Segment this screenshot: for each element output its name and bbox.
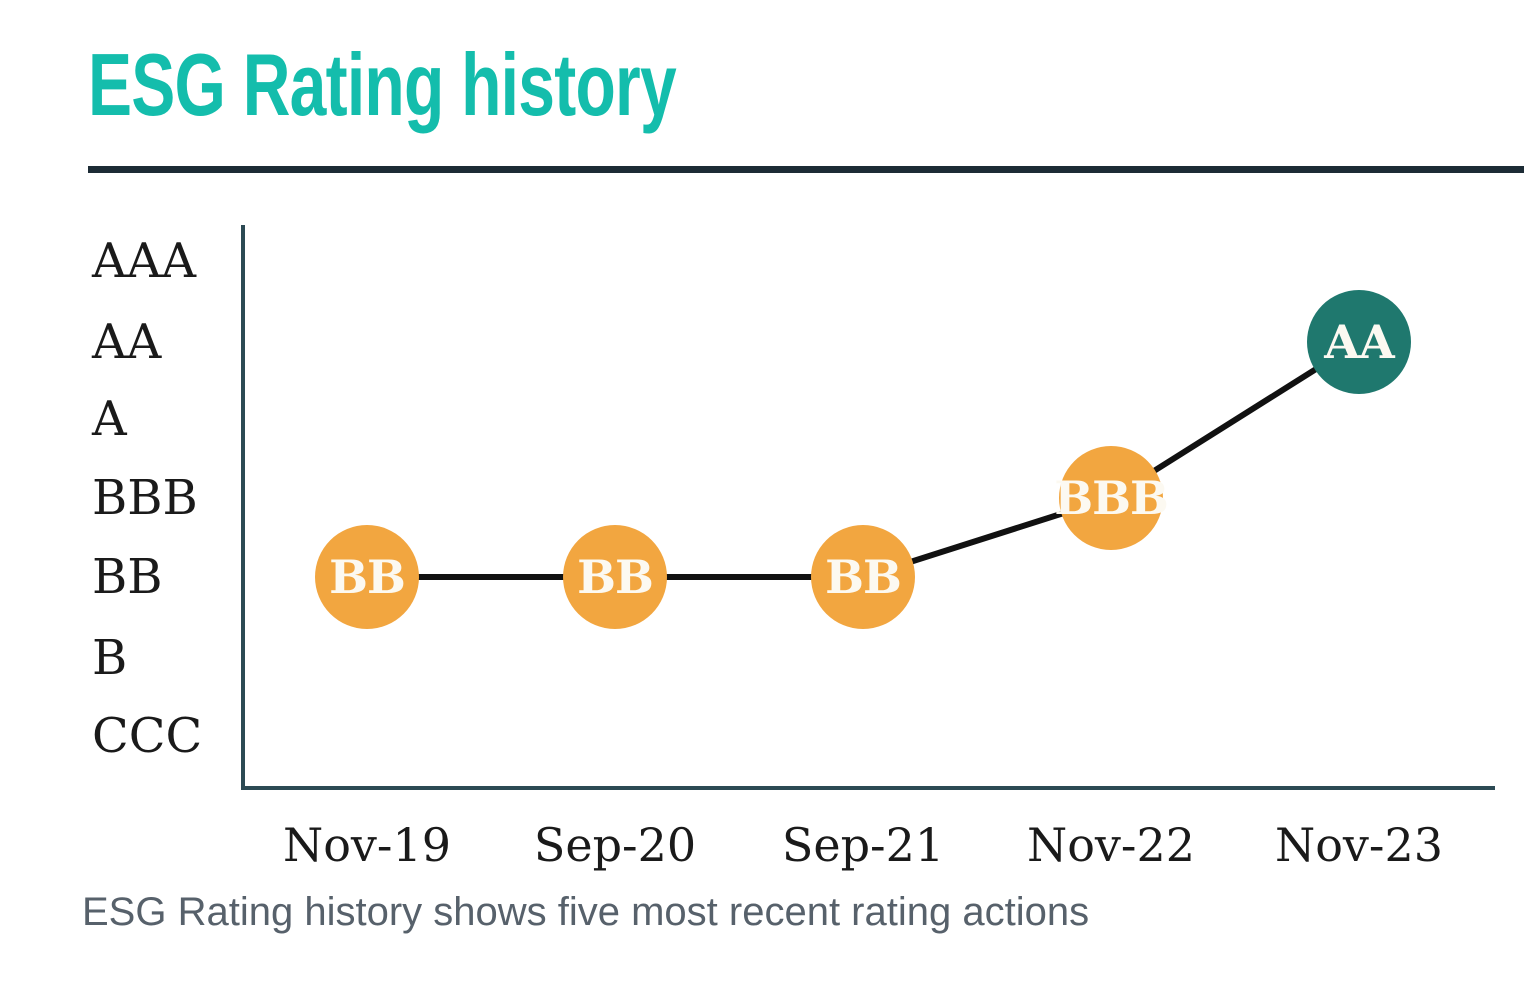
- x-axis-label: Nov-23: [1274, 818, 1443, 872]
- rating-marker: AA: [1307, 290, 1411, 394]
- chart-caption: ESG Rating history shows five most recen…: [82, 890, 1090, 934]
- rating-marker: BBB: [1054, 446, 1169, 550]
- y-axis-label: B: [92, 630, 128, 686]
- rating-marker: BB: [811, 525, 915, 629]
- rating-marker: BB: [563, 525, 667, 629]
- x-axis-label: Sep-20: [533, 818, 697, 872]
- y-axis-label: AAA: [92, 233, 196, 289]
- x-axis-label: Nov-22: [1026, 818, 1195, 872]
- y-axis-label: A: [92, 391, 127, 447]
- x-axis-label: Nov-19: [282, 818, 451, 872]
- y-axis-label: AA: [92, 314, 162, 370]
- y-axis-label: CCC: [92, 708, 203, 764]
- x-axis-label: Sep-21: [781, 818, 945, 872]
- title-underline: [88, 166, 1524, 173]
- page-title: ESG Rating history: [88, 35, 677, 134]
- rating-marker: BB: [315, 525, 419, 629]
- y-axis-label: BB: [92, 549, 163, 605]
- y-axis-label: BBB: [92, 470, 198, 526]
